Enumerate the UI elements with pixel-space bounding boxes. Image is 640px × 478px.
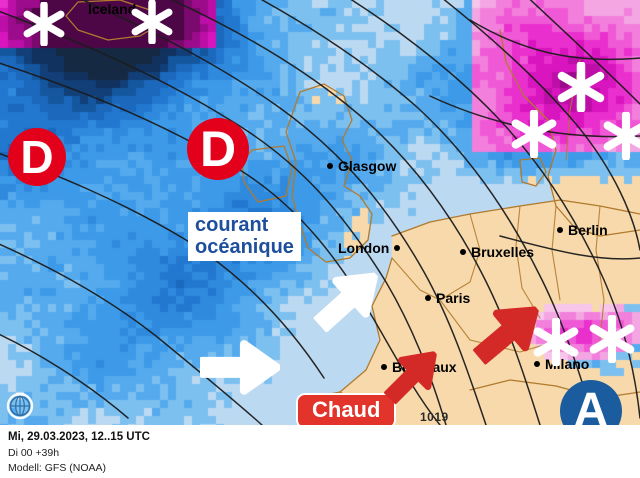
white-flow-arrow-0 [301,254,395,346]
white-flow-arrow-1 [197,338,281,397]
city-name: Iceland [88,1,137,17]
pressure-marker-letter: A [573,384,609,426]
red-warm-arrow-0 [373,336,452,415]
snowflake-icon-6 [532,316,580,368]
pressure-marker-letter: D [20,131,54,183]
high-pressure-marker-2: A [560,380,622,425]
snowflake-icon-3 [556,60,606,114]
city-name: Glasgow [338,158,397,174]
city-label-glasgow: Glasgow [327,158,397,174]
city-dot [394,245,401,251]
forecast-datetime: Mi, 29.03.2023, 12..15 UTC [8,431,150,443]
city-label-berlin: Berlin [557,222,608,238]
annotation-ocean-current-line-1: courant [195,214,269,236]
footer-legend: Mi, 29.03.2023, 12..15 UTC Di 00 +39h Mo… [0,425,640,478]
snowflake-icon-7 [588,313,636,365]
red-warm-arrow-1 [461,287,555,379]
city-dot [381,364,387,370]
globe-meteo-logo-icon [6,392,34,420]
low-pressure-marker-1: D [187,118,249,180]
forecast-model: Modell: GFS (NOAA) [8,462,107,475]
annotation-ocean-current-line-2: océanique [195,235,294,258]
city-dot [327,163,333,169]
city-label-iceland: Iceland [88,2,136,16]
annotation-warm-advection: Chaud [296,393,397,425]
city-dot [460,249,466,255]
city-dot [557,227,563,233]
city-label-london: London [338,240,401,256]
city-label-bruxelles: Bruxelles [460,244,535,260]
isobar-value-label-0: 1019 [420,410,449,424]
pressure-marker-letter: D [199,121,237,177]
map-coastlines-and-isobars [0,0,640,425]
snowflake-icon-1 [130,0,174,46]
map-precipitation-canvas [0,0,640,425]
city-dot [425,295,431,301]
snowflake-icon-0 [22,0,66,48]
forecast-run: Di 00 +39h [8,446,60,459]
annotation-ocean-current: courant océanique [188,212,301,262]
low-pressure-marker-0: D [8,128,66,186]
city-label-paris: Paris [425,290,471,306]
snowflake-icon-4 [510,108,558,160]
snowflake-icon-5 [602,110,640,162]
city-name: Berlin [568,222,608,238]
weather-map[interactable]: D D A Iceland Glasgow London Bruxelles Berlin Pa… [0,0,640,425]
city-name: London [338,240,390,256]
city-name: Bruxelles [471,244,535,260]
forecast-metadata: Mi, 29.03.2023, 12..15 UTC Di 00 +39h Mo… [8,429,150,477]
city-dot [534,361,540,367]
city-name: Paris [436,290,471,306]
